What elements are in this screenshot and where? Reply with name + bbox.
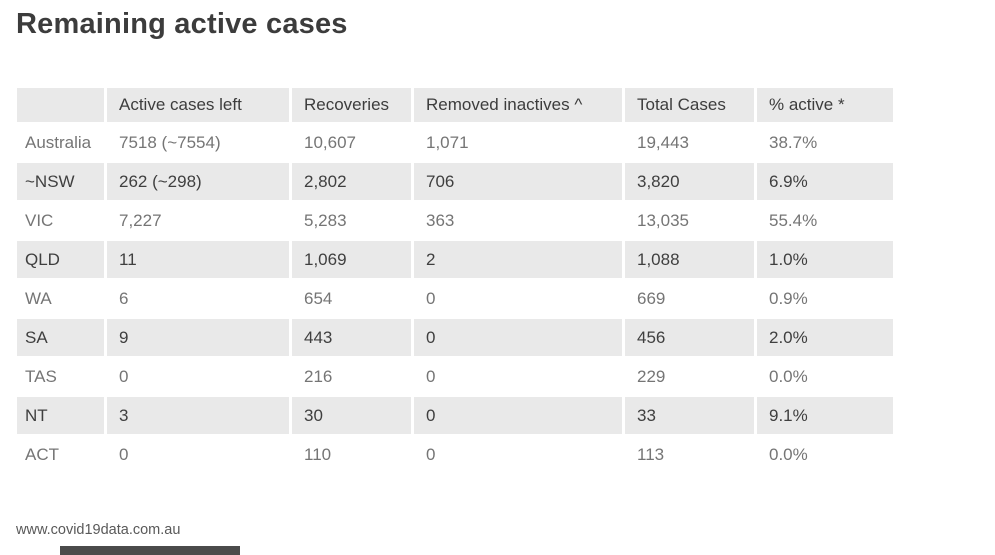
cell-value: 0 [107,436,289,473]
row-label: QLD [17,241,104,278]
cell-value: 669 [625,280,754,317]
table-row: SA 9 443 0 456 2.0% [17,319,893,356]
cell-value: 0 [414,436,622,473]
table-row: TAS 0 216 0 229 0.0% [17,358,893,395]
column-header: Removed inactives ^ [414,88,622,122]
cell-value: 2 [414,241,622,278]
cell-value: 443 [292,319,411,356]
table-row: WA 6 654 0 669 0.9% [17,280,893,317]
cell-value: 33 [625,397,754,434]
cell-value: 6 [107,280,289,317]
cell-value: 1,088 [625,241,754,278]
row-label: SA [17,319,104,356]
corner-header-cell [17,88,104,122]
cell-value: 3 [107,397,289,434]
cell-value: 2,802 [292,163,411,200]
cell-value: 38.7% [757,124,893,161]
table-row: ACT 0 110 0 113 0.0% [17,436,893,473]
cell-value: 456 [625,319,754,356]
row-label: Australia [17,124,104,161]
table-row: Australia 7518 (~7554) 10,607 1,071 19,443 38… [17,124,893,161]
cell-value: 0 [414,358,622,395]
source-url: www.covid19data.com.au [16,522,181,538]
cell-value: 110 [292,436,411,473]
table-header-row: Active cases left Recoveries Removed inact… [17,88,893,122]
column-header: Recoveries [292,88,411,122]
row-label: NT [17,397,104,434]
cell-value: 0.0% [757,436,893,473]
cell-value: 706 [414,163,622,200]
row-label: ACT [17,436,104,473]
row-label: VIC [17,202,104,239]
cell-value: 13,035 [625,202,754,239]
cell-value: 363 [414,202,622,239]
column-header: % active * [757,88,893,122]
cell-value: 9 [107,319,289,356]
cell-value: 262 (~298) [107,163,289,200]
table-row: QLD 11 1,069 2 1,088 1.0% [17,241,893,278]
column-header: Active cases left [107,88,289,122]
cell-value: 30 [292,397,411,434]
cell-value: 10,607 [292,124,411,161]
cell-value: 7518 (~7554) [107,124,289,161]
cell-value: 5,283 [292,202,411,239]
cell-value: 9.1% [757,397,893,434]
cell-value: 113 [625,436,754,473]
table-row: ~NSW 262 (~298) 2,802 706 3,820 6.9% [17,163,893,200]
cell-value: 229 [625,358,754,395]
cell-value: 216 [292,358,411,395]
cell-value: 11 [107,241,289,278]
cell-value: 19,443 [625,124,754,161]
cell-value: 0 [107,358,289,395]
cell-value: 6.9% [757,163,893,200]
table-row: NT 3 30 0 33 9.1% [17,397,893,434]
cell-value: 0 [414,280,622,317]
cell-value: 7,227 [107,202,289,239]
cell-value: 1.0% [757,241,893,278]
cell-value: 0.0% [757,358,893,395]
active-cases-table: Active cases left Recoveries Removed inact… [14,86,896,475]
page-title: Remaining active cases [16,8,348,40]
cell-value: 0 [414,319,622,356]
column-header: Total Cases [625,88,754,122]
row-label: ~NSW [17,163,104,200]
cell-value: 1,069 [292,241,411,278]
cell-value: 2.0% [757,319,893,356]
table-body: Australia 7518 (~7554) 10,607 1,071 19,443 38… [17,124,893,473]
row-label: TAS [17,358,104,395]
cell-value: 654 [292,280,411,317]
cell-value: 1,071 [414,124,622,161]
cell-value: 3,820 [625,163,754,200]
cell-value: 0.9% [757,280,893,317]
row-label: WA [17,280,104,317]
cell-value: 0 [414,397,622,434]
cell-value: 55.4% [757,202,893,239]
table-row: VIC 7,227 5,283 363 13,035 55.4% [17,202,893,239]
cropped-bottom-bar [60,546,240,555]
